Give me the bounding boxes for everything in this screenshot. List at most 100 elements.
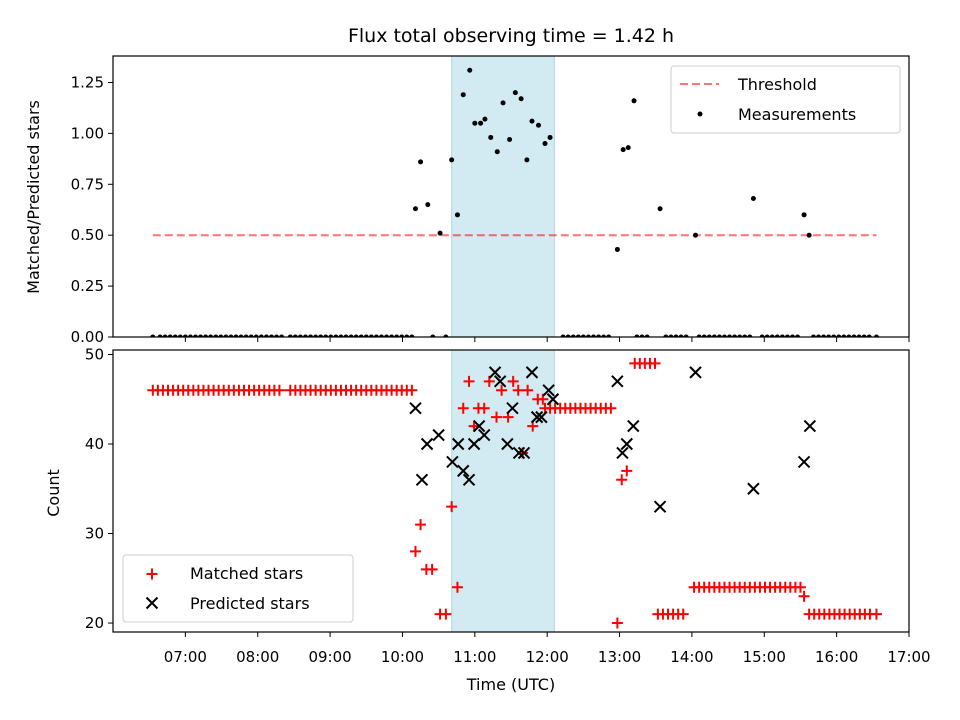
measurement-point	[774, 334, 780, 337]
measurement-point	[449, 157, 455, 163]
measurement-point	[454, 212, 460, 218]
measurement-point	[308, 334, 314, 337]
measurement-point	[678, 334, 684, 337]
legend-measurements-label: Measurements	[738, 105, 856, 124]
measurement-point	[846, 334, 852, 337]
measurement-point	[657, 206, 663, 212]
matched-stars-marker	[605, 402, 617, 414]
top-panel: 0.00 0.25 0.50 0.75 1.00 1.25 Threshold Measure…	[71, 55, 910, 346]
predicted-stars-marker	[478, 428, 491, 442]
matched-stars-marker	[478, 402, 490, 414]
measurement-point	[287, 334, 293, 337]
plot-area	[150, 56, 879, 337]
y-tick-label: 40	[85, 435, 104, 453]
matched-stars-marker	[870, 608, 882, 620]
matched-stars-marker	[512, 384, 524, 396]
predicted-stars-marker	[689, 366, 702, 379]
matched-stars-marker	[463, 375, 475, 387]
predicted-stars-marker	[451, 437, 465, 451]
x-tick-label: 07:00	[164, 648, 207, 666]
y-tick-label: 0.50	[71, 226, 104, 244]
legend-predicted-swatch	[145, 596, 159, 610]
measurement-point	[318, 334, 324, 337]
measurement-point	[590, 334, 596, 337]
predicted-stars-marker	[506, 401, 519, 415]
measurement-point	[779, 334, 785, 337]
measurement-point	[292, 334, 298, 337]
measurement-point	[430, 334, 436, 337]
measurement-point	[606, 334, 612, 337]
bottom-y-axis-label: Count	[44, 469, 63, 517]
predicted-stars-marker	[432, 428, 445, 442]
legend-measurements-swatch	[697, 111, 703, 117]
x-axis-label: Time (UTC)	[466, 675, 555, 694]
measurement-point	[213, 334, 219, 337]
measurement-point	[248, 334, 254, 337]
measurement-point	[472, 120, 478, 126]
legend-frame	[670, 65, 901, 134]
top-legend: Threshold Measurements	[670, 65, 901, 134]
predicted-stars-marker	[653, 500, 667, 513]
measurement-point	[721, 334, 727, 337]
measurement-point	[348, 334, 354, 337]
predicted-stars-marker	[501, 437, 514, 451]
x-tick-label: 09:00	[308, 648, 351, 666]
measurement-point	[233, 334, 239, 337]
measurement-point	[208, 334, 214, 337]
measurement-point	[488, 134, 494, 140]
measurement-point	[192, 334, 198, 337]
predicted-stars-marker	[512, 446, 526, 460]
matched-stars-marker	[649, 357, 661, 369]
measurement-point	[784, 334, 790, 337]
x-tick-label: 11:00	[453, 648, 496, 666]
panel-frame	[112, 349, 910, 633]
measurement-point	[500, 100, 506, 106]
y-tick-label: 50	[85, 345, 104, 363]
y-tick-label: 1.00	[71, 124, 104, 142]
measurement-point	[412, 206, 418, 212]
measurement-point	[769, 334, 775, 337]
measurement-point	[620, 147, 626, 153]
measurement-point	[696, 334, 702, 337]
measurement-point	[836, 334, 842, 337]
matched-stars-marker	[611, 617, 623, 629]
matched-stars-marker	[496, 384, 508, 396]
y-tick-label: 1.25	[71, 73, 104, 91]
predicted-stars-marker	[803, 419, 817, 433]
measurement-point	[333, 334, 339, 337]
predicted-stars-marker	[446, 455, 459, 469]
measurement-point	[394, 334, 400, 337]
predicted-stars-marker	[472, 419, 486, 433]
matched-stars-marker	[522, 384, 534, 396]
legend-threshold-label: Threshold	[737, 75, 817, 94]
measurement-point	[529, 118, 535, 124]
predicted-stars-marker	[517, 446, 531, 460]
measurement-point	[162, 334, 168, 337]
x-tick-label: 13:00	[598, 648, 641, 666]
measurement-point	[801, 212, 807, 218]
plot-area	[147, 350, 882, 632]
measurement-point	[223, 334, 229, 337]
measurement-point	[494, 149, 500, 155]
measurement-point	[313, 334, 319, 337]
measurement-point	[614, 246, 620, 252]
measurement-point	[274, 334, 280, 337]
measurement-point	[437, 230, 443, 236]
matched-stars-marker	[798, 590, 810, 602]
measurement-point	[187, 334, 193, 337]
matched-stars-marker	[491, 411, 503, 423]
matched-stars-marker	[273, 384, 285, 396]
measurement-point	[565, 334, 571, 337]
measurement-point	[663, 334, 669, 337]
top-y-axis-label: Matched/Predicted stars	[24, 100, 43, 294]
measurement-point	[323, 334, 329, 337]
matched-stars-marker	[406, 384, 418, 396]
x-tick-label: 08:00	[236, 648, 279, 666]
measurement-point	[668, 334, 674, 337]
measurement-point	[673, 334, 679, 337]
measurement-point	[507, 136, 513, 142]
matched-stars-marker	[483, 375, 495, 387]
measurement-point	[693, 232, 699, 238]
predicted-stars-marker	[415, 473, 429, 487]
measurement-point	[631, 98, 637, 104]
